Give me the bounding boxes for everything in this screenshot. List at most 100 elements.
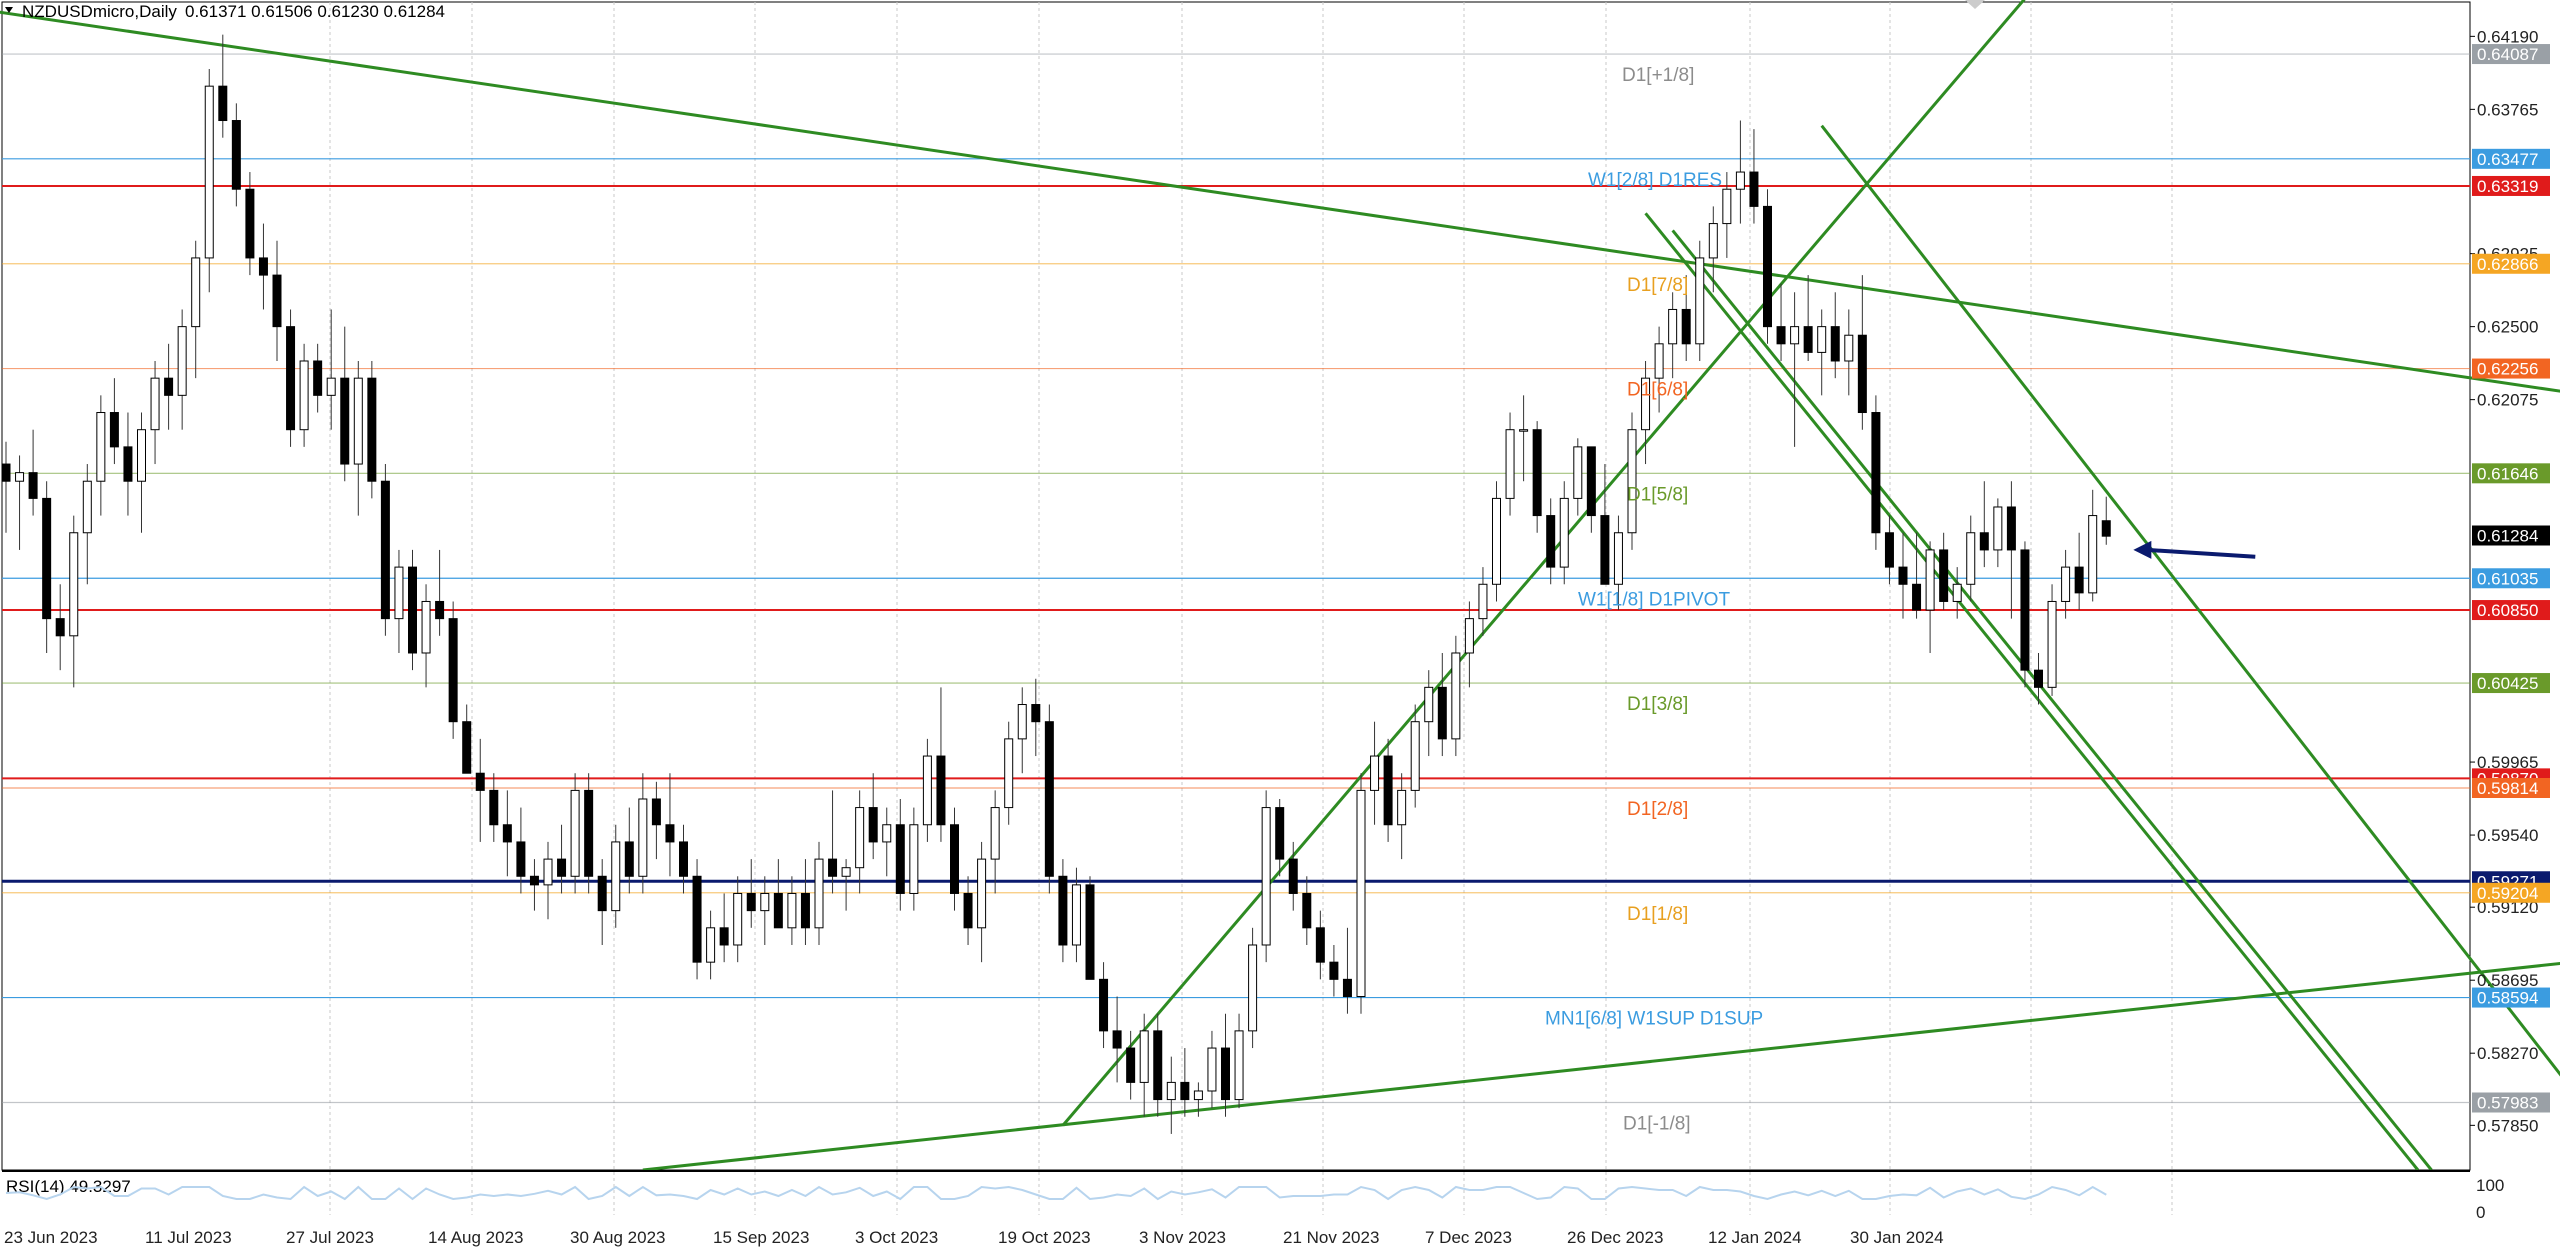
y-tick-label: 0.58695: [2477, 971, 2538, 990]
price-box-label: 0.64087: [2477, 45, 2538, 64]
candle-body: [557, 858, 567, 877]
candle-body: [1532, 429, 1542, 517]
price-box-label: 0.60425: [2477, 674, 2538, 693]
candle-body: [1437, 686, 1447, 740]
candle-body: [1275, 807, 1285, 860]
candle-body: [651, 798, 661, 826]
y-tick-label: 0.59540: [2477, 826, 2538, 845]
price-box-label: 0.63477: [2477, 150, 2538, 169]
candle-body: [719, 927, 729, 946]
rsi-scale-bottom: 0: [2476, 1203, 2485, 1222]
candle-body: [1315, 927, 1325, 963]
candle-body: [1370, 755, 1380, 791]
symbol-timeframe: NZDUSDmicro,Daily: [22, 2, 177, 21]
menu-triangle-icon[interactable]: [5, 7, 13, 13]
x-tick-label: 3 Oct 2023: [855, 1228, 938, 1247]
y-tick-label: 0.59965: [2477, 753, 2538, 772]
candle-body: [2006, 506, 2016, 551]
candle-body: [868, 807, 878, 843]
candle-body: [1898, 566, 1908, 585]
candle-body: [1153, 1030, 1163, 1101]
price-box-label: 0.62866: [2477, 255, 2538, 274]
candle-body: [543, 858, 553, 886]
candle-body: [746, 892, 756, 912]
candle-body: [1221, 1047, 1230, 1101]
candle-body: [1478, 583, 1488, 620]
candle-body: [638, 798, 648, 877]
y-tick-label: 0.57850: [2477, 1116, 2538, 1135]
candle-body: [1776, 326, 1786, 345]
candle-body: [286, 326, 296, 431]
candle-body: [1519, 429, 1529, 432]
y-tick-label: 0.64190: [2477, 27, 2538, 46]
candle-body: [1708, 223, 1718, 259]
candle-body: [611, 841, 621, 912]
candle-body: [1464, 618, 1474, 654]
candle-body: [15, 472, 25, 482]
price-box: [2472, 463, 2550, 484]
level-label: D1[1/8]: [1627, 904, 1688, 925]
candle-body: [367, 377, 377, 482]
price-box: [2472, 600, 2550, 621]
candle-body: [1261, 807, 1271, 946]
candle-body: [1044, 721, 1054, 877]
candle-body: [1383, 755, 1393, 826]
price-box-label: 0.59204: [2477, 884, 2538, 903]
candle-body: [1288, 858, 1298, 894]
candle-body: [529, 875, 539, 886]
x-tick-label: 19 Oct 2023: [998, 1228, 1091, 1247]
x-tick-label: 30 Jan 2024: [1850, 1228, 1944, 1247]
candle-body: [882, 824, 892, 843]
trendline: [1644, 212, 2420, 1171]
candle-body: [1844, 334, 1854, 362]
x-tick-label: 3 Nov 2023: [1139, 1228, 1226, 1247]
price-box-label: 0.59814: [2477, 779, 2538, 798]
candle-body: [679, 841, 688, 877]
trendline: [642, 961, 2560, 1172]
candle-body: [1112, 1030, 1122, 1049]
candle-body: [1085, 884, 1095, 980]
candle-body: [1817, 326, 1827, 353]
candle-body: [1735, 171, 1745, 190]
candle-body: [69, 532, 79, 637]
trendline: [1061, 0, 2026, 1127]
candle-body: [733, 892, 743, 946]
candle-body: [1641, 377, 1651, 431]
rsi-scale-top: 100: [2476, 1176, 2504, 1195]
candle-layer: [1, 34, 2256, 1134]
price-box-label: 0.60850: [2477, 601, 2538, 620]
candle-body: [1912, 583, 1922, 611]
x-tick-label: 7 Dec 2023: [1425, 1228, 1512, 1247]
candle-body: [1884, 532, 1894, 568]
candle-body: [1397, 789, 1407, 826]
x-tick-label: 27 Jul 2023: [286, 1228, 374, 1247]
y-axis: 0.641900.637650.629250.625000.620750.599…: [2470, 27, 2550, 1135]
candle-body: [177, 326, 187, 396]
candle-body: [1207, 1047, 1217, 1092]
candle-body: [665, 824, 675, 843]
price-box: [2472, 568, 2550, 589]
candle-body: [475, 772, 485, 791]
candle-body: [1966, 532, 1976, 585]
price-box-label: 0.61646: [2477, 464, 2538, 483]
candle-body: [1004, 738, 1014, 809]
candle-body: [1952, 583, 1962, 602]
candle-body: [800, 892, 810, 929]
candle-body: [421, 600, 431, 654]
level-label: D1[6/8]: [1627, 380, 1688, 401]
candle-body: [1573, 446, 1583, 499]
candle-body: [150, 377, 160, 431]
grid-layer: [329, 2, 2173, 1215]
candle-body: [1193, 1090, 1203, 1101]
candle-body: [2074, 566, 2084, 594]
x-tick-label: 23 Jun 2023: [4, 1228, 98, 1247]
arrow-head-icon: [2133, 540, 2152, 559]
chart-shift-marker-icon[interactable]: [1965, 0, 1985, 9]
candle-body: [1979, 532, 1989, 551]
price-box-label: 0.57983: [2477, 1093, 2538, 1112]
candle-body: [502, 824, 512, 843]
level-label: D1[-1/8]: [1623, 1113, 1691, 1134]
candle-body: [1302, 892, 1312, 929]
candle-body: [218, 85, 228, 122]
